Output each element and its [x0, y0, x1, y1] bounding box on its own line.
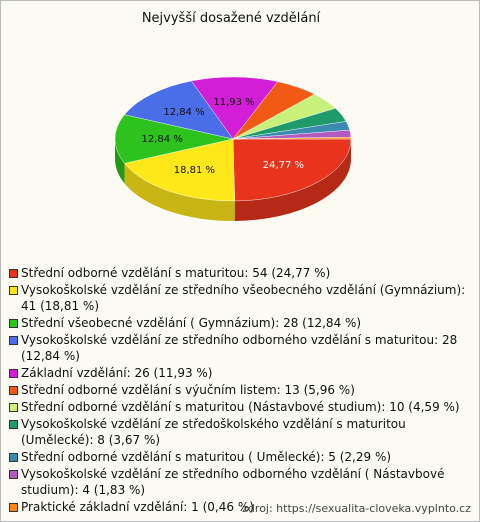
slice-side [115, 139, 125, 184]
legend-label: Vysokoškolské vzdělání ze středního odbo… [21, 333, 458, 363]
pie-sides [115, 139, 351, 221]
legend-swatch [9, 470, 18, 479]
legend-item: Střední všeobecné vzdělání ( Gymnázium):… [9, 315, 471, 331]
chart-title: Nejvyšší dosažené vzdělání [141, 11, 321, 26]
legend-item: Střední odborné vzdělání s maturitou (Ná… [9, 399, 471, 415]
slice-label: 12,84 % [142, 134, 183, 145]
slice-label: 18,81 % [174, 165, 215, 176]
legend-label: Střední odborné vzdělání s výučním liste… [21, 383, 355, 397]
slice [232, 137, 352, 140]
slice-label: 12,84 % [163, 107, 204, 118]
legend-item: Střední odborné vzdělání s výučním liste… [9, 382, 471, 398]
legend-label: Praktické základní vzdělání: 1 (0,46 %) [21, 500, 254, 514]
legend-item: Praktické základní vzdělání: 1 (0,46 %) [9, 499, 471, 515]
legend-label: Střední všeobecné vzdělání ( Gymnázium):… [21, 316, 362, 330]
slice [124, 80, 234, 140]
legend-item: Střední odborné vzdělání s maturitou ( U… [9, 449, 471, 465]
legend-swatch [9, 503, 18, 512]
legend-item: Vysokoškolské vzdělání ze středního odbo… [9, 332, 471, 364]
legend-item: Základní vzdělání: 26 (11,93 %) [9, 365, 471, 381]
slice-side [124, 163, 235, 221]
slice-label: 24,77 % [263, 160, 304, 171]
slice [191, 76, 279, 140]
legend-swatch [9, 386, 18, 395]
legend-item: Vysokoškolské vzdělání ze středního odbo… [9, 466, 471, 498]
legend-swatch [9, 453, 18, 462]
legend-swatch [9, 286, 18, 295]
legend-swatch [9, 420, 18, 429]
legend-item: Vysokoškolské vzdělání ze středního všeo… [9, 282, 471, 314]
legend-swatch [9, 336, 18, 345]
slice [114, 114, 234, 164]
legend: Střední odborné vzdělání s maturitou: 54… [9, 265, 471, 516]
legend-label: Vysokoškolské vzdělání ze středního všeo… [21, 283, 466, 313]
pie-area: 24,77 % 18,81 % 12,84 % 12,84 % 11,93 % [114, 76, 352, 221]
slice-side [234, 139, 351, 221]
legend-label: Střední odborné vzdělání s maturitou ( U… [21, 450, 392, 464]
slice [124, 138, 235, 202]
legend-swatch [9, 319, 18, 328]
legend-swatch [9, 369, 18, 378]
legend-item: Vysokoškolské vzdělání ze středoškolskéh… [9, 416, 471, 448]
legend-label: Vysokoškolské vzdělání ze středoškolskéh… [21, 417, 406, 447]
slice-label: 11,93 % [213, 97, 254, 108]
legend-swatch [9, 403, 18, 412]
legend-item: Střední odborné vzdělání s maturitou: 54… [9, 265, 471, 281]
legend-label: Vysokoškolské vzdělání ze středního odbo… [21, 467, 445, 497]
slice [232, 138, 352, 202]
legend-label: Základní vzdělání: 26 (11,93 %) [21, 366, 213, 380]
legend-swatch [9, 269, 18, 278]
legend-label: Střední odborné vzdělání s maturitou (Ná… [21, 400, 460, 414]
source: zdroj: https://sexualita-cloveka.vyplnto… [242, 502, 471, 515]
legend-label: Střední odborné vzdělání s maturitou: 54… [21, 266, 331, 280]
